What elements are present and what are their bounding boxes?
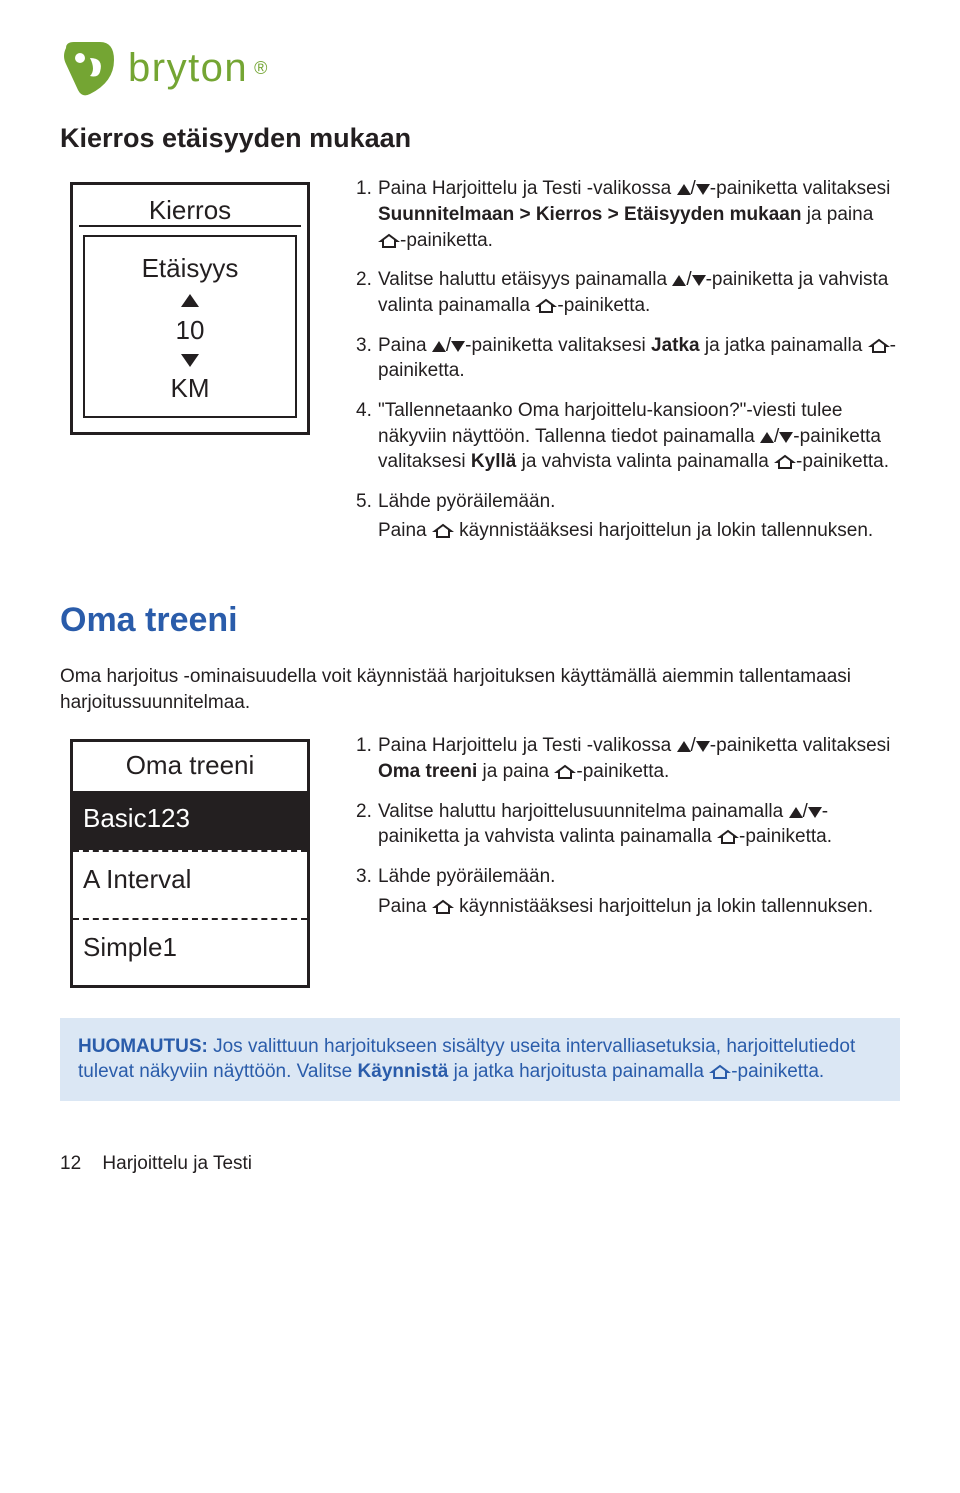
home-icon [774,454,796,470]
home-icon [554,764,576,780]
down-arrow-icon [181,354,199,367]
step-4: 4. "Tallennetaanko Oma harjoittelu-kansi… [356,398,900,475]
section2-intro: Oma harjoitus -ominaisuudella voit käynn… [60,664,900,715]
brand-header: bryton ® [60,40,900,96]
home-icon [432,899,454,915]
brand-name: bryton [128,41,248,95]
home-icon [432,523,454,539]
down-icon [808,807,822,818]
up-icon [432,341,446,352]
home-icon [378,233,400,249]
up-icon [672,275,686,286]
note-label: HUOMAUTUS: [78,1036,208,1057]
home-icon [868,338,890,354]
card-unit: KM [93,371,287,406]
note-box: HUOMAUTUS: Jos valittuun harjoitukseen s… [60,1018,900,1101]
section1-title: Kierros etäisyyden mukaan [60,120,900,156]
section2-title: Oma treeni [60,598,900,644]
section2-steps: 1. Paina Harjoittelu ja Testi -valikossa… [356,733,900,919]
down-icon [692,275,706,286]
card-value: 10 [93,313,287,348]
step-3: 3. Paina /-painiketta valitaksesi Jatka … [356,333,900,384]
distance-card: Etäisyys 10 KM [83,235,297,418]
page-number: 12 [60,1151,81,1177]
home-icon [709,1064,731,1080]
kierros-screen: Kierros Etäisyys 10 KM [70,182,310,434]
down-icon [451,341,465,352]
registered-mark: ® [254,56,267,80]
home-icon [717,829,739,845]
bryton-logo-icon [60,40,116,96]
up-icon [677,741,691,752]
up-icon [677,184,691,195]
oma-treeni-screen: Oma treeni Basic123 A Interval Simple1 [70,739,310,987]
screen-title: Kierros [83,193,297,228]
step-5: 5. Lähde pyöräilemään. Paina käynnistääk… [356,489,900,544]
page-footer: 12 Harjoittelu ja Testi [60,1151,900,1177]
step-3: 3. Lähde pyöräilemään. Paina käynnistääk… [356,864,900,919]
step-1: 1. Paina Harjoittelu ja Testi -valikossa… [356,733,900,784]
footer-section: Harjoittelu ja Testi [102,1153,252,1174]
up-arrow-icon [181,294,199,307]
card-label: Etäisyys [93,251,287,286]
list-item: A Interval [73,850,307,917]
section1-steps: 1. Paina Harjoittelu ja Testi -valikossa… [356,176,900,544]
list-item: Simple1 [73,918,307,985]
step-2: 2. Valitse haluttu harjoittelusuunnitelm… [356,799,900,850]
step-1: 1. Paina Harjoittelu ja Testi -valikossa… [356,176,900,253]
list-item-selected: Basic123 [73,791,307,850]
down-icon [779,432,793,443]
down-icon [696,741,710,752]
up-icon [789,807,803,818]
step-2: 2. Valitse haluttu etäisyys painamalla /… [356,267,900,318]
up-icon [760,432,774,443]
home-icon [535,298,557,314]
list-screen-title: Oma treeni [73,742,307,791]
down-icon [696,184,710,195]
